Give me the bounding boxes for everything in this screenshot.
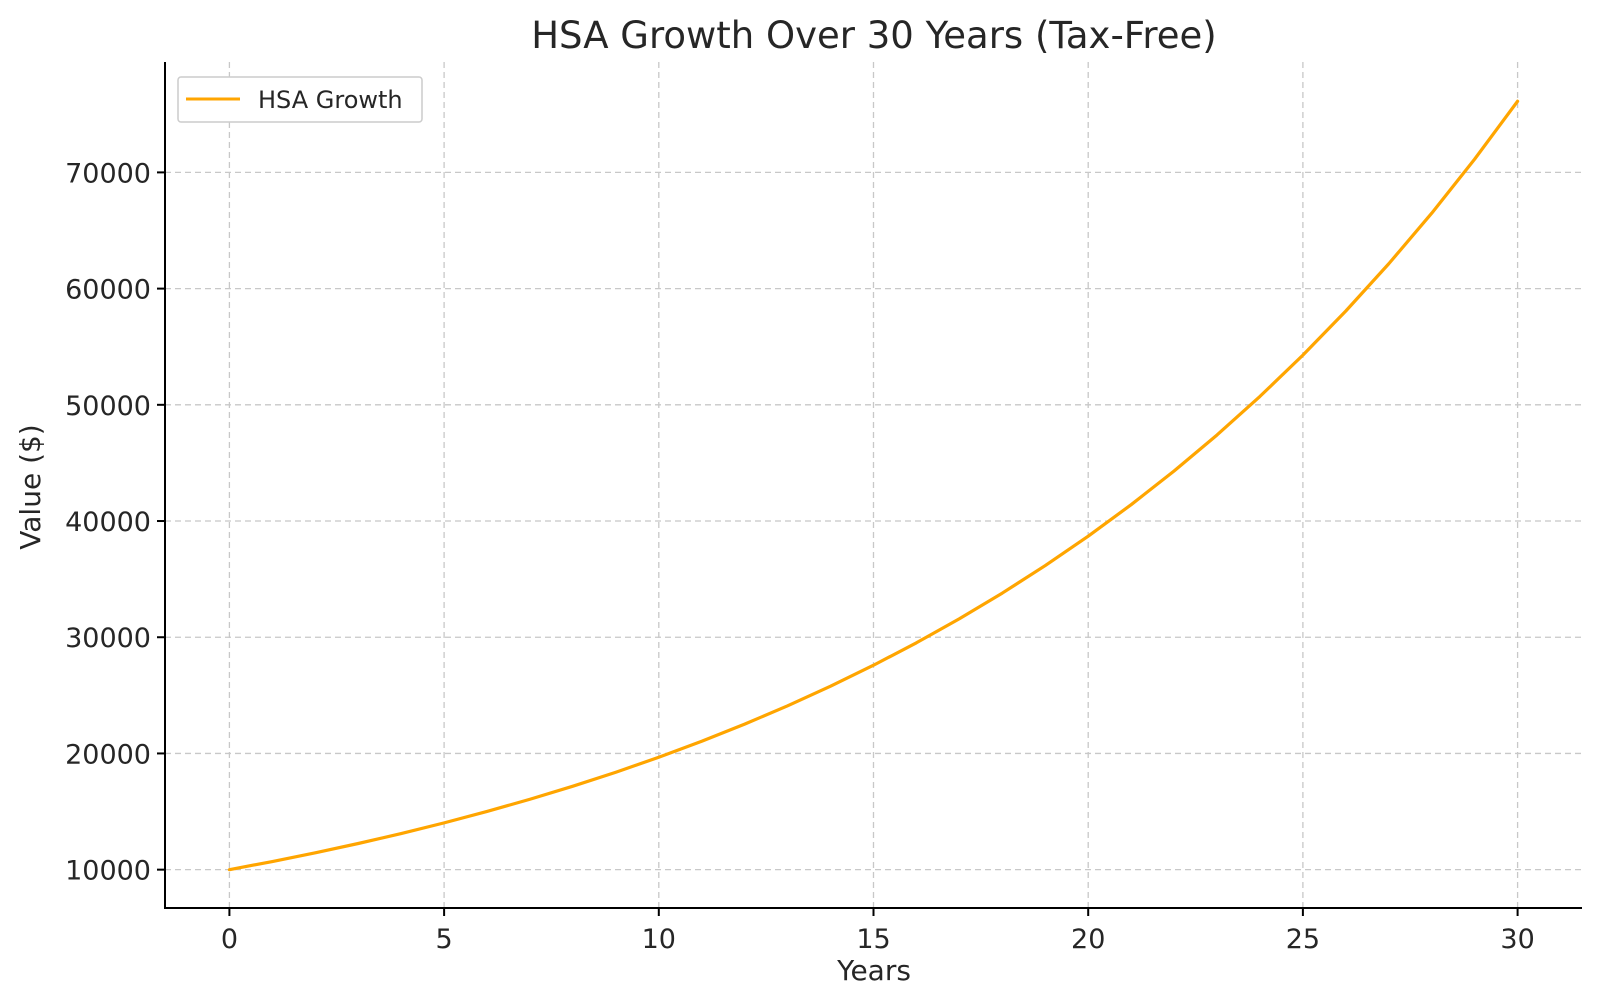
x-tick-label: 5 <box>436 924 453 955</box>
y-axis-label: Value ($) <box>14 424 47 549</box>
x-tick-label: 15 <box>856 924 890 955</box>
y-tick-label: 20000 <box>65 739 151 770</box>
grid <box>165 62 1582 908</box>
y-axis-ticks: 10000 20000 30000 40000 50000 60000 70000 <box>65 158 165 887</box>
y-tick-label: 60000 <box>65 275 151 306</box>
x-tick-label: 10 <box>642 924 676 955</box>
x-tick-label: 30 <box>1500 924 1534 955</box>
y-tick-label: 70000 <box>65 158 151 189</box>
legend: HSA Growth <box>177 76 423 123</box>
chart-title: HSA Growth Over 30 Years (Tax-Free) <box>531 14 1217 57</box>
x-tick-label: 0 <box>221 924 238 955</box>
y-tick-label: 30000 <box>65 623 151 654</box>
legend-label: HSA Growth <box>258 86 403 114</box>
x-tick-label: 20 <box>1071 924 1105 955</box>
plot-area <box>227 99 1520 872</box>
x-axis-ticks: 0 5 10 15 20 25 30 <box>221 908 1535 955</box>
y-tick-label: 50000 <box>65 391 151 422</box>
y-tick-label: 10000 <box>65 856 151 887</box>
x-tick-label: 25 <box>1286 924 1320 955</box>
x-axis-label: Years <box>836 954 911 987</box>
series-line-hsa-growth <box>227 99 1520 872</box>
y-tick-label: 40000 <box>65 507 151 538</box>
legend-box <box>177 76 423 123</box>
